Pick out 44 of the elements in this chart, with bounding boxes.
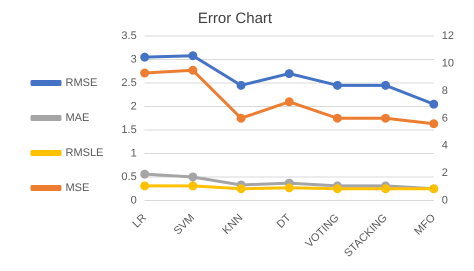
point	[188, 181, 198, 190]
y-tick-label: 0.5	[121, 171, 137, 184]
point	[140, 52, 150, 62]
point	[188, 172, 198, 182]
point	[236, 184, 246, 194]
y2-tick-label: 12	[442, 30, 454, 42]
point	[332, 80, 342, 90]
y-tick-label: 1	[130, 148, 137, 160]
point	[381, 184, 390, 194]
x-tick-label: LR	[130, 212, 149, 230]
y2-tick-label: 10	[442, 57, 454, 70]
point	[188, 66, 198, 75]
point	[429, 119, 438, 128]
y2-tick-label: 8	[442, 84, 448, 97]
legend-label: MAE	[66, 112, 90, 124]
legend-label: RMSLE	[66, 147, 104, 160]
y2-tick-label: 2	[442, 167, 448, 180]
point	[429, 100, 438, 109]
point	[332, 184, 342, 194]
y2-tick-label: 4	[442, 140, 448, 152]
x-tick-label: DT	[274, 212, 294, 231]
y-tick-label: 3.5	[121, 30, 137, 42]
point	[381, 80, 390, 90]
y-tick-label: 0	[130, 194, 137, 207]
point	[236, 114, 246, 123]
point	[140, 181, 150, 190]
point	[381, 114, 390, 123]
legend-label: RMSE	[66, 77, 98, 90]
point	[332, 114, 342, 123]
y-tick-label: 3	[130, 54, 137, 66]
point	[284, 97, 294, 106]
y2-tick-label: 6	[442, 112, 448, 124]
y2-tick-label: 0	[442, 194, 448, 207]
legend-label: MSE	[66, 182, 90, 194]
chart-title: Error Chart	[198, 10, 273, 28]
y-tick-label: 1.5	[121, 124, 137, 136]
point	[188, 51, 198, 60]
y-tick-label: 2.5	[121, 77, 137, 90]
y-tick-label: 2	[130, 100, 137, 113]
point	[140, 68, 150, 78]
point	[236, 80, 246, 90]
point	[284, 69, 294, 78]
point	[140, 170, 150, 179]
point	[284, 183, 294, 192]
